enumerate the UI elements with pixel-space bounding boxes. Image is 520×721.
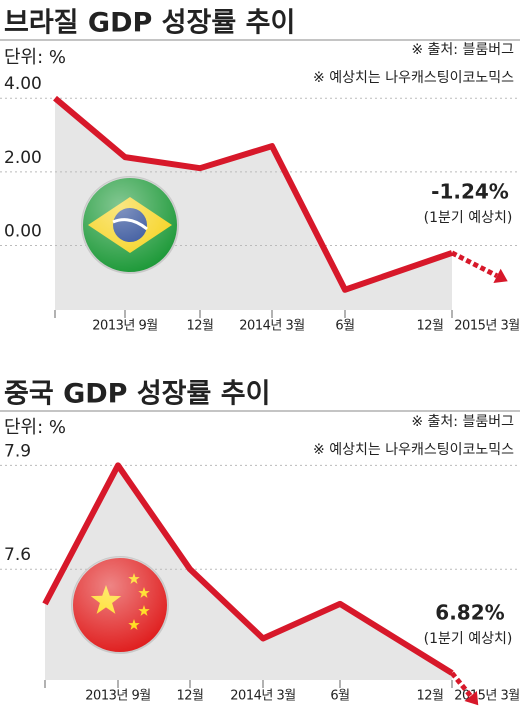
source: ※ 출처: 블룸버그	[411, 414, 514, 430]
arrow-head	[464, 690, 479, 706]
line	[42, 462, 454, 676]
unit-label: 단위: %	[4, 417, 66, 438]
x-tick-label: 2013년 9월	[92, 319, 157, 334]
x-tick-label: 2015년 3월	[454, 689, 519, 704]
source: ※ 출처: 블룸버그	[411, 42, 514, 58]
annotation: (1분기 예상치)	[424, 631, 513, 647]
y-tick-label: 2.00	[4, 148, 42, 168]
chart-title: 중국 GDP 성장률 추이	[4, 379, 270, 410]
data-label: 6.82%	[435, 601, 504, 625]
y-tick-label: 4.00	[4, 74, 42, 94]
y-tick-label: 0.00	[4, 222, 42, 242]
arrow-head	[493, 268, 508, 283]
y-tick-label: 7.9	[4, 441, 31, 461]
x-tick-label: 2015년 3월	[454, 319, 519, 334]
x-tick-label: 2013년 9월	[85, 689, 150, 704]
annotation: (1분기 예상치)	[424, 210, 513, 226]
x-tick-label: 6월	[330, 689, 349, 704]
chart-title: 브라질 GDP 성장률 추이	[4, 8, 295, 39]
forecast-arrow	[450, 671, 473, 698]
forecast-arrow	[450, 250, 499, 279]
x-tick-label: 6월	[335, 319, 354, 334]
x-tick-label: 12월	[186, 319, 213, 334]
x-tick-label: 12월	[416, 689, 443, 704]
x-tick-label: 2014년 3월	[239, 319, 304, 334]
x-tick-label: 12월	[416, 319, 443, 334]
note: ※ 예상치는 나우캐스팅이코노믹스	[313, 70, 514, 86]
x-tick-label: 2014년 3월	[230, 689, 295, 704]
y-tick-label: 7.6	[4, 545, 31, 565]
unit-label: 단위: %	[4, 47, 66, 68]
line	[53, 95, 453, 293]
data-label: -1.24%	[431, 180, 509, 204]
flag-shine	[72, 557, 168, 653]
flag-shine	[82, 177, 178, 273]
x-tick-label: 12월	[176, 689, 203, 704]
note: ※ 예상치는 나우캐스팅이코노믹스	[313, 442, 514, 458]
